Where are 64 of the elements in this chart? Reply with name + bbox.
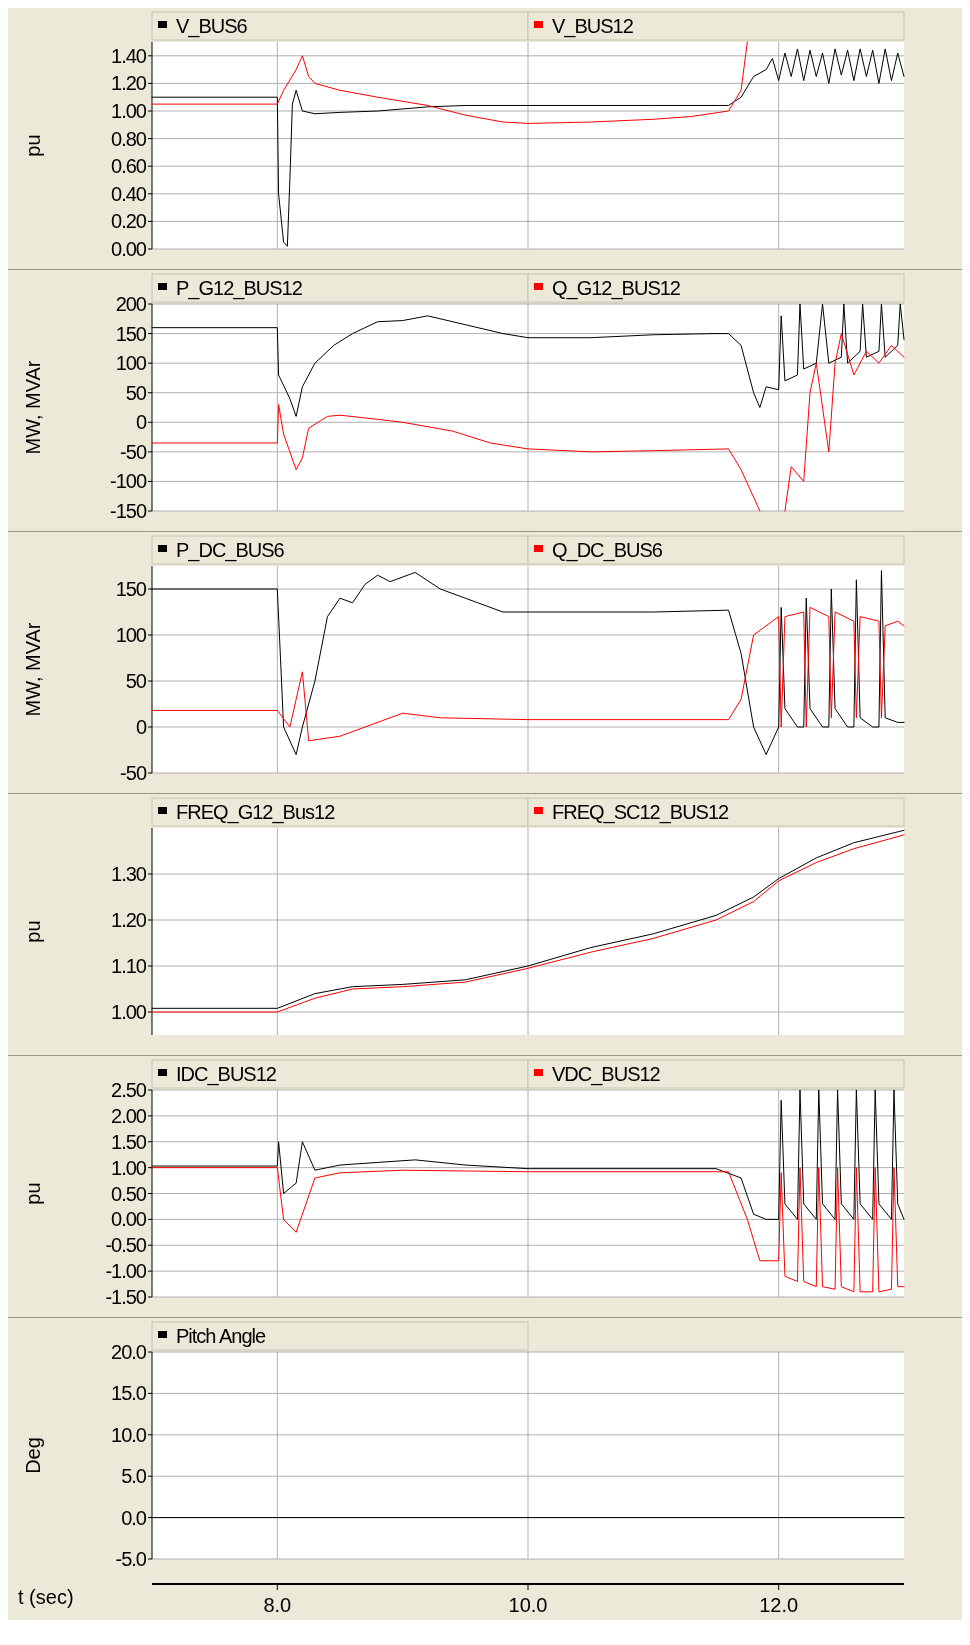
y-tick-label: 1.00 [111,1001,147,1023]
y-tick-label: 0.50 [111,1182,147,1205]
y-tick-label: 20.0 [111,1341,147,1363]
y-axis-title: MW, MVAr [22,622,44,717]
y-tick-label: 1.00 [111,100,147,122]
y-tick-label: 1.40 [111,44,147,67]
y-tick-label: -1.00 [105,1260,147,1283]
y-tick-label: 50 [125,670,147,692]
y-tick-label: 100 [115,352,147,375]
y-tick-label: -1.50 [105,1286,147,1308]
y-tick-label: 10.0 [111,1423,147,1446]
y-tick-label: -150 [109,500,147,522]
y-tick-label: 0 [135,411,147,434]
y-tick-label: 0 [135,716,147,738]
y-tick-label: 0.20 [111,210,147,233]
y-tick-label: 0.00 [111,238,147,260]
y-tick-label: 200 [115,293,147,315]
y-tick-label: 0.60 [111,155,147,178]
y-tick-label: 0.80 [111,127,147,150]
y-tick-label: -5.0 [115,1548,147,1570]
y-tick-label: 1.10 [111,955,147,977]
legend-label: Q_G12_BUS12 [552,277,681,300]
legend-label: FREQ_SC12_BUS12 [552,801,730,824]
x-tick-label: 8.0 [263,1594,292,1616]
y-tick-label: 50 [125,381,147,404]
y-axis-title: pu [22,920,44,943]
x-tick-label: 12.0 [759,1594,799,1616]
y-axis-title: Deg [22,1437,44,1474]
legend-label: FREQ_G12_Bus12 [176,801,336,824]
legend-label: P_G12_BUS12 [176,277,303,300]
legend-label: VDC_BUS12 [552,1063,661,1086]
legend-label: Q_DC_BUS6 [552,539,663,562]
y-tick-label: 150 [115,578,147,600]
x-tick-label: 10.0 [508,1594,548,1616]
y-tick-label: 1.50 [111,1130,147,1153]
legend-label: V_BUS12 [552,15,634,38]
y-tick-label: 0.40 [111,182,147,205]
y-tick-label: 1.20 [111,909,147,931]
y-tick-label: -100 [109,470,147,493]
line-series [151,41,748,124]
y-tick-label: -50 [120,762,147,784]
line-series [151,1167,905,1293]
line-series [151,606,905,742]
y-tick-label: 1.20 [111,72,147,95]
y-axis-title: pu [22,1182,44,1205]
x-axis-title: t (sec) [18,1586,74,1608]
y-tick-label: 1.00 [111,1156,147,1179]
y-tick-label: -0.50 [105,1234,147,1257]
y-tick-label: 2.50 [111,1079,147,1101]
y-tick-label: 5.0 [121,1465,147,1488]
y-axis-title: MW, MVAr [22,360,44,455]
y-tick-label: 100 [115,624,147,646]
legend-label: P_DC_BUS6 [176,539,285,562]
y-tick-label: 0.00 [111,1208,147,1231]
y-axis-title: pu [22,134,44,157]
y-tick-label: 1.30 [111,863,147,885]
y-tick-label: -50 [120,440,147,463]
legend-label: Pitch Angle [176,1325,266,1347]
legend-label: V_BUS6 [176,15,248,38]
y-tick-label: 0.0 [121,1506,147,1529]
y-tick-label: 150 [115,322,147,345]
y-tick-label: 15.0 [111,1382,147,1405]
y-tick-label: 2.00 [111,1104,147,1127]
legend-label: IDC_BUS12 [176,1063,277,1086]
